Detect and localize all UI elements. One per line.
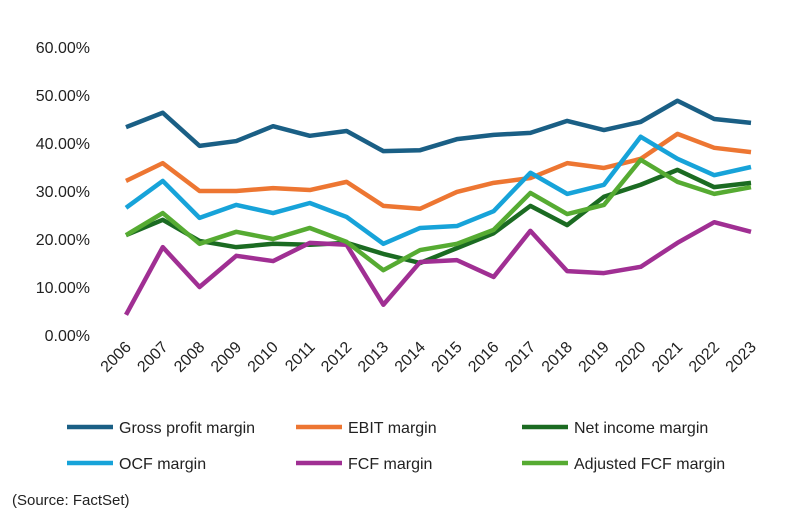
legend-label: FCF margin	[348, 456, 432, 473]
x-tick-label: 2012	[318, 339, 355, 376]
y-tick-label: 30.00%	[36, 184, 90, 201]
source-note: (Source: FactSet)	[12, 492, 130, 509]
series-line-ebit-margin	[125, 131, 752, 212]
y-tick-label: 10.00%	[36, 280, 90, 297]
legend-item: Gross profit margin	[67, 420, 255, 437]
x-tick-label: 2015	[429, 339, 466, 376]
x-tick-label: 2022	[686, 339, 723, 376]
x-tick-label: 2006	[98, 339, 135, 376]
x-tick-label: 2011	[282, 339, 318, 375]
legend-item: Adjusted FCF margin	[522, 456, 725, 473]
legend-label: Adjusted FCF margin	[574, 456, 725, 473]
series-line-ocf-margin	[124, 134, 752, 247]
x-tick-label: 2019	[576, 339, 613, 376]
legend-item: OCF margin	[67, 456, 206, 473]
x-tick-label: 2016	[465, 339, 502, 376]
y-tick-label: 0.00%	[45, 328, 90, 345]
x-tick-label: 2023	[723, 339, 760, 376]
legend-label: OCF margin	[119, 456, 206, 473]
legend-label: Gross profit margin	[119, 420, 255, 437]
series-line-gross-profit-margin	[125, 98, 752, 154]
series-line-adjusted-fcf-margin	[124, 157, 752, 273]
x-tick-label: 2014	[392, 339, 429, 376]
legend-item: EBIT margin	[296, 420, 437, 437]
x-tick-label: 2008	[171, 339, 208, 376]
x-tick-label: 2009	[208, 339, 245, 376]
y-tick-label: 60.00%	[36, 40, 90, 57]
x-tick-label: 2007	[134, 339, 171, 376]
legend-label: Net income margin	[574, 420, 708, 437]
y-tick-label: 40.00%	[36, 136, 90, 153]
x-tick-label: 2017	[502, 339, 539, 376]
series-line-fcf-margin	[124, 219, 752, 316]
legend-item: Net income margin	[522, 420, 708, 437]
series-line-net-income-margin	[125, 167, 752, 266]
x-tick-label: 2018	[539, 339, 576, 376]
x-tick-label: 2013	[355, 339, 392, 376]
y-tick-label: 20.00%	[36, 232, 90, 249]
x-tick-label: 2021	[649, 339, 686, 376]
x-tick-label: 2010	[245, 339, 282, 376]
y-tick-label: 50.00%	[36, 88, 90, 105]
legend-label: EBIT margin	[348, 420, 437, 437]
legend-item: FCF margin	[296, 456, 432, 473]
x-tick-label: 2020	[612, 339, 649, 376]
